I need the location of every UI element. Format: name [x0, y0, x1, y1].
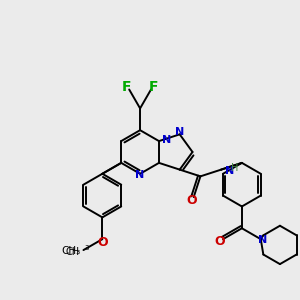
- Text: O: O: [97, 236, 108, 249]
- Text: N: N: [258, 235, 267, 245]
- Text: N: N: [162, 135, 172, 145]
- Text: CH₃: CH₃: [61, 246, 80, 256]
- Text: N: N: [136, 170, 145, 180]
- Text: 3: 3: [84, 245, 89, 251]
- Text: N: N: [225, 166, 234, 176]
- Text: O: O: [186, 194, 197, 207]
- Text: F: F: [122, 80, 131, 94]
- Text: F: F: [149, 80, 159, 94]
- Text: CH: CH: [65, 247, 80, 257]
- Text: N: N: [175, 128, 184, 137]
- Text: O: O: [215, 235, 225, 248]
- Text: H: H: [231, 163, 238, 172]
